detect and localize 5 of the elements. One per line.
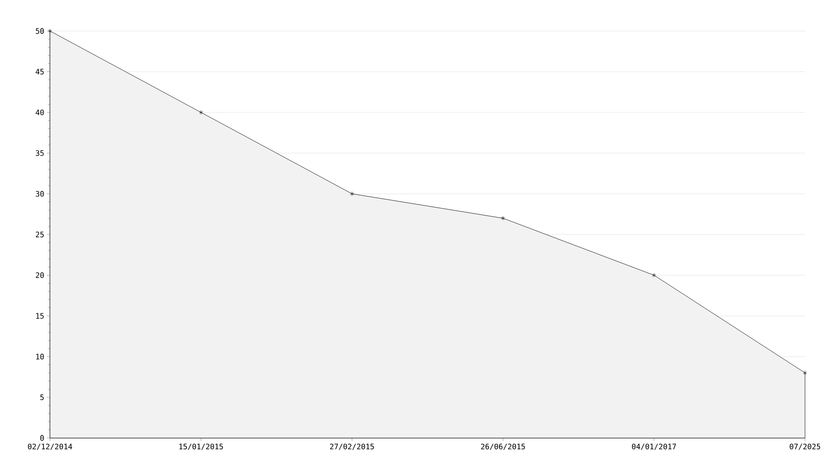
point bbox=[652, 273, 656, 278]
point bbox=[803, 370, 807, 376]
point bbox=[350, 192, 354, 196]
point bbox=[199, 110, 203, 115]
point bbox=[501, 216, 505, 220]
